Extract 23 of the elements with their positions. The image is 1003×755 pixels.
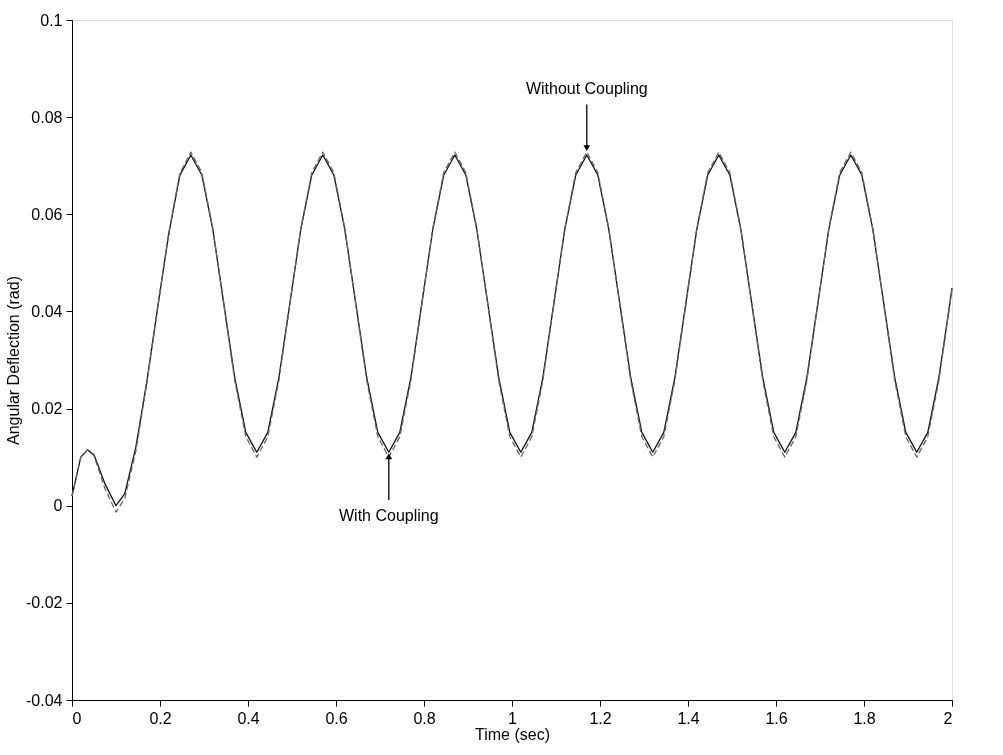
y-tick-label: -0.02 xyxy=(26,594,63,612)
x-tick-label: 1.6 xyxy=(765,709,788,727)
x-axis-title: Time (sec) xyxy=(475,725,550,743)
x-tick-label: 2 xyxy=(943,709,953,727)
y-tick-label: 0.08 xyxy=(31,108,63,126)
x-tick-label: 0 xyxy=(72,709,82,727)
y-axis-title: Angular Deflection (rad) xyxy=(5,276,23,445)
annotation: With Coupling xyxy=(339,506,439,524)
y-tick-label: 0 xyxy=(53,497,63,515)
x-tick-label: 0.6 xyxy=(325,709,348,727)
y-tick-label: 0.02 xyxy=(31,400,63,418)
y-tick-label: -0.04 xyxy=(26,691,63,709)
y-tick-label: 0.1 xyxy=(40,11,63,29)
x-tick-label: 0.8 xyxy=(413,709,436,727)
x-tick-label: 1.2 xyxy=(589,709,612,727)
x-tick-label: 1 xyxy=(508,709,518,727)
x-tick-label: 0.2 xyxy=(149,709,172,727)
y-tick-label: 0.04 xyxy=(31,302,63,320)
x-tick-label: 0.4 xyxy=(237,709,260,727)
x-tick-label: 1.8 xyxy=(853,709,876,727)
annotation: Without Coupling xyxy=(525,79,648,97)
x-tick-label: 1.4 xyxy=(677,709,700,727)
y-tick-label: 0.06 xyxy=(31,205,63,223)
